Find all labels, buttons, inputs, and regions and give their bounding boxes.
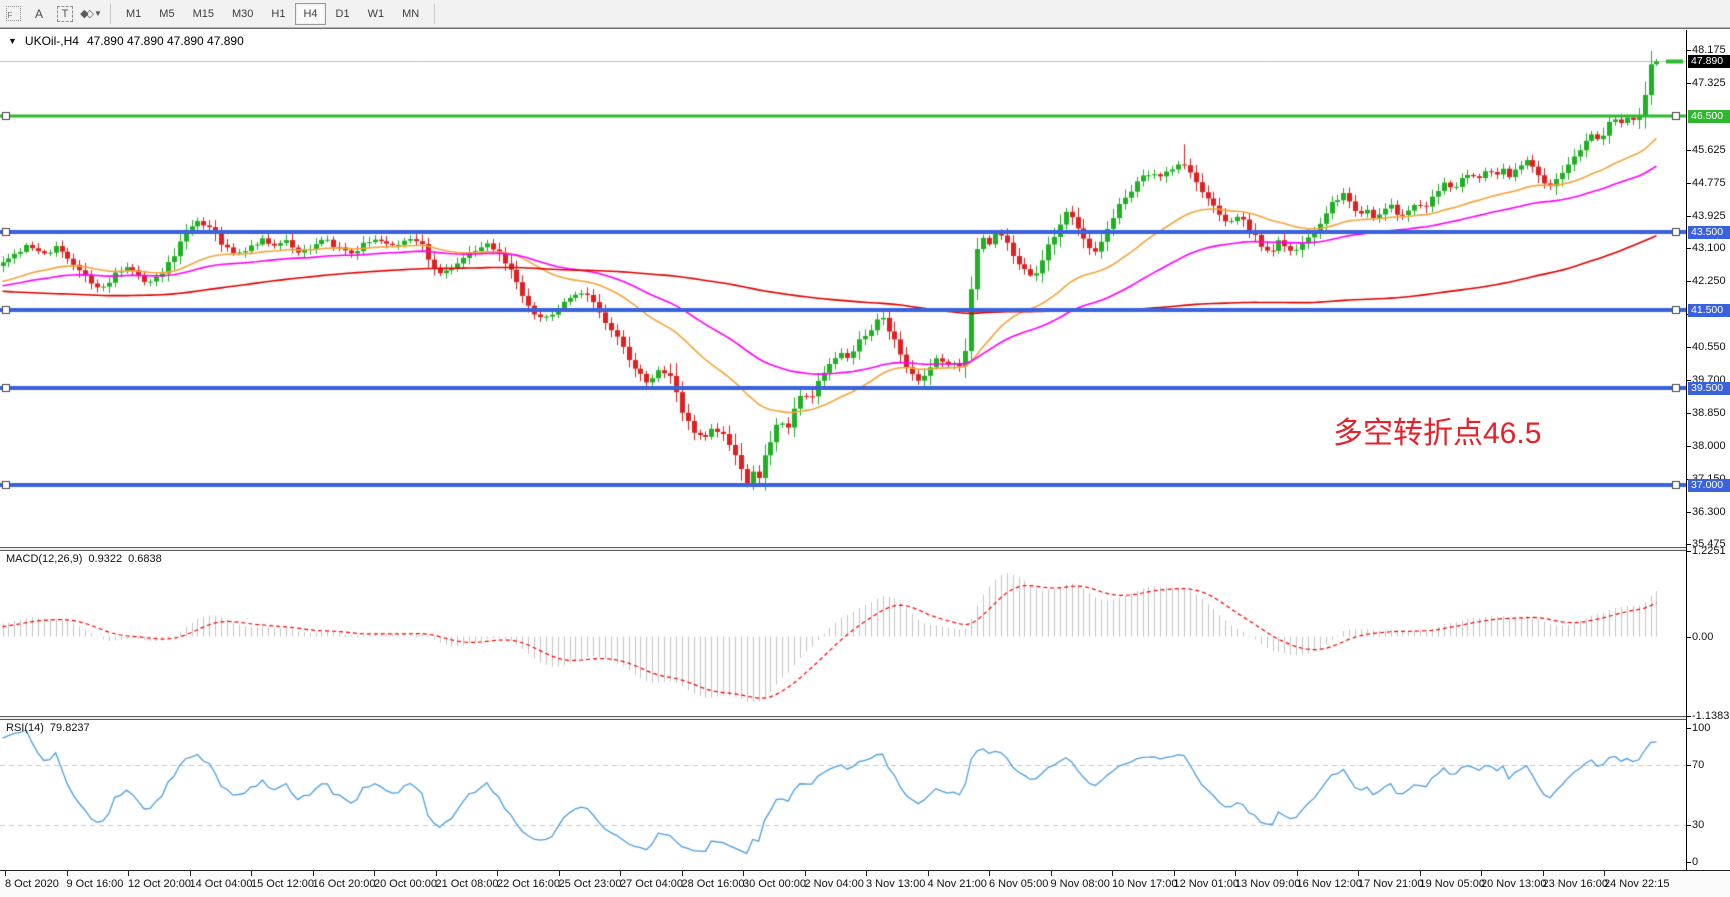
- price-level-badge: 47.890: [1688, 55, 1730, 69]
- price-level-badge: 37.000: [1688, 478, 1730, 492]
- timeframe-button-h4[interactable]: H4: [295, 2, 326, 25]
- time-tick-label: 2 Nov 04:00: [804, 871, 864, 890]
- price-tick-label: 36.300: [1687, 506, 1726, 518]
- price-tick-label: 38.850: [1687, 406, 1726, 419]
- time-tick-label: 21 Oct 08:00: [435, 871, 499, 890]
- price-axis[interactable]: 48.175 47.325 45.625 44.775 43.925 43.100 42.2…: [1686, 30, 1730, 870]
- macd-signal-value: 0.6838: [128, 553, 162, 565]
- rsi-indicator-canvas[interactable]: [0, 720, 1686, 870]
- time-tick-label: 20 Oct 00:00: [374, 871, 437, 890]
- chart-title: ▼ UKOil-,H4 47.890 47.890 47.890 47.890: [8, 34, 244, 48]
- rsi-tick-label: 70: [1686, 759, 1705, 771]
- time-tick-label: 28 Oct 16:00: [681, 871, 745, 890]
- macd-tick-label: -1.1383: [1686, 710, 1730, 722]
- pane-resize-handle[interactable]: [0, 547, 1730, 551]
- chevron-down-icon[interactable]: ▼: [94, 9, 102, 18]
- time-tick-label: 9 Nov 08:00: [1050, 871, 1110, 890]
- chart-area: 48.175 47.325 45.625 44.775 43.925 43.100 42.2…: [0, 28, 1730, 870]
- rsi-value: 79.8237: [49, 722, 90, 734]
- time-tick-label: 27 Oct 04:00: [620, 871, 683, 890]
- macd-label: MACD(12,26,9) 0.9322 0.6838: [6, 553, 162, 565]
- text-box-tool-button[interactable]: T: [54, 3, 76, 25]
- price-level-badge: 43.500: [1688, 226, 1730, 240]
- time-tick-label: 8 Oct 2020: [5, 871, 59, 890]
- time-tick-label: 4 Nov 21:00: [927, 871, 987, 890]
- price-chart-canvas[interactable]: [0, 30, 1686, 547]
- timeframe-button-mn[interactable]: MN: [402, 7, 420, 20]
- top-toolbar: F A T ◆◇ ▼ M1 M5 M15 M30 H1 H4 D1 W1 MN: [0, 0, 1730, 28]
- quote-values: 47.890 47.890 47.890 47.890: [86, 34, 244, 48]
- price-level-badge: 46.500: [1688, 109, 1730, 123]
- time-tick-label: 6 Nov 05:00: [989, 871, 1049, 890]
- time-tick-label: 14 Oct 04:00: [189, 871, 253, 890]
- macd-main-value: 0.9322: [88, 553, 123, 565]
- time-tick-label: 12 Oct 20:00: [128, 871, 191, 890]
- pane-resize-handle[interactable]: [0, 716, 1730, 720]
- time-tick-label: 9 Oct 16:00: [66, 871, 124, 890]
- time-tick-label: 25 Oct 23:00: [558, 871, 622, 890]
- shapes-icon: ◆◇: [80, 8, 94, 20]
- macd-name: MACD(12,26,9): [6, 553, 83, 565]
- price-tick-label: 35.475: [1687, 538, 1726, 551]
- price-tick-label: 43.925: [1687, 209, 1726, 222]
- timeframe-button-m30[interactable]: M30: [231, 7, 254, 20]
- time-tick-label: 13 Nov 09:00: [1235, 871, 1301, 890]
- chart-text-annotation: 多空转折点46.5: [1333, 417, 1542, 450]
- rsi-tick-label: 100: [1686, 722, 1711, 734]
- price-level-badge: 39.500: [1688, 381, 1730, 395]
- toolbar-separator: [434, 3, 436, 24]
- price-tick-label: 38.000: [1687, 439, 1726, 452]
- macd-tick-label: 1.2251: [1687, 545, 1726, 557]
- time-tick-label: 24 Nov 22:15: [1604, 871, 1670, 890]
- time-tick-label: 17 Nov 21:00: [1358, 871, 1424, 890]
- time-tick-label: 15 Oct 12:00: [251, 871, 314, 890]
- text-label-icon: A: [34, 6, 43, 21]
- time-tick-label: 10 Nov 17:00: [1112, 871, 1178, 890]
- rsi-name: RSI(14): [6, 722, 44, 734]
- time-tick-label: 22 Oct 16:00: [497, 871, 560, 890]
- time-tick-label: 16 Nov 12:00: [1296, 871, 1362, 890]
- symbol-dropdown-icon[interactable]: ▼: [8, 36, 17, 46]
- time-tick-label: 3 Nov 13:00: [866, 871, 926, 890]
- price-tick-label: 47.325: [1687, 77, 1726, 90]
- macd-indicator-canvas[interactable]: [0, 551, 1686, 716]
- timeframe-button-group: M1 M5 M15 M30 H1 H4 D1 W1 MN: [117, 2, 428, 25]
- rsi-label: RSI(14) 79.8237: [6, 722, 90, 734]
- macd-tick-label: 0.00: [1686, 630, 1714, 643]
- shapes-tool-button[interactable]: ◆◇ ▼: [80, 3, 102, 25]
- price-tick-label: 44.775: [1687, 176, 1726, 189]
- time-tick-label: 16 Oct 20:00: [312, 871, 376, 890]
- rsi-tick-label: 30: [1686, 819, 1705, 831]
- time-tick-label: 19 Nov 05:00: [1419, 871, 1485, 890]
- timeframe-button-w1[interactable]: W1: [367, 7, 385, 20]
- timeframe-button-m15[interactable]: M15: [192, 7, 214, 20]
- time-tick-label: 20 Nov 13:00: [1481, 871, 1547, 890]
- timeframe-button-d1[interactable]: D1: [335, 7, 350, 20]
- toolbar-separator: [110, 3, 111, 24]
- price-tick-label: 43.100: [1687, 241, 1726, 254]
- price-tick-label: 42.250: [1687, 274, 1726, 287]
- price-tick-label: 45.625: [1687, 143, 1726, 156]
- timeframe-button-m1[interactable]: M1: [126, 7, 142, 20]
- symbol-label: UKOil-,H4: [24, 34, 79, 48]
- rsi-tick-label: 0: [1686, 856, 1699, 868]
- pointer-tool-button[interactable]: F: [2, 3, 24, 25]
- price-tick-label: 40.550: [1687, 340, 1726, 353]
- price-level-badge: 41.500: [1688, 303, 1730, 317]
- time-tick-label: 12 Nov 01:00: [1173, 871, 1239, 890]
- timeframe-button-h1[interactable]: H1: [271, 7, 286, 20]
- time-axis[interactable]: 8 Oct 2020 9 Oct 16:00 12 Oct 20:00 14 Oct …: [0, 870, 1730, 897]
- timeframe-button-m5[interactable]: M5: [159, 7, 175, 20]
- time-tick-label: 23 Nov 16:00: [1542, 871, 1608, 890]
- price-tick-label: 48.175: [1687, 44, 1726, 57]
- text-box-icon: T: [57, 5, 73, 22]
- text-label-tool-button[interactable]: A: [28, 3, 50, 25]
- pointer-tool-icon: F: [5, 6, 21, 21]
- time-tick-label: 30 Oct 00:00: [743, 871, 806, 890]
